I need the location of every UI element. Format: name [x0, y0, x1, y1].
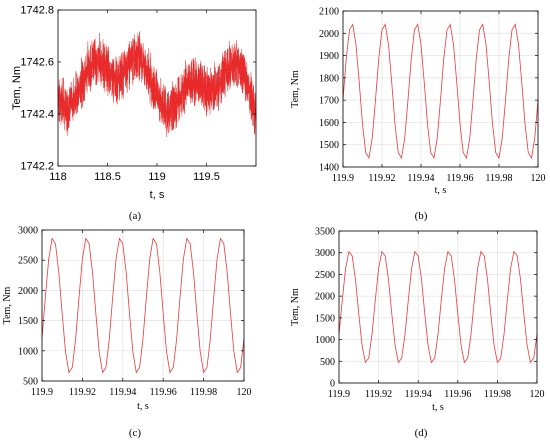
y-tick-label: 1500	[319, 140, 339, 151]
x-axis-label: t, s	[137, 401, 149, 412]
series-line	[41, 237, 245, 374]
y-tick-label: 2000	[18, 286, 38, 297]
chart-panel-b: 119.9 119.92 119.94 119.96 119.98 120 1400 1500…	[290, 7, 546, 197]
y-tick-label: 500	[23, 377, 38, 388]
x-axis-label: t, s	[150, 189, 165, 201]
y-tick-label: 1742.6	[20, 57, 54, 69]
x-tick-label: 119.92	[365, 389, 392, 400]
y-tick-label: 1000	[315, 335, 335, 346]
x-tick-label: 119.96	[446, 173, 473, 184]
axes-frame	[41, 229, 245, 382]
x-tick-label: 118	[49, 171, 67, 183]
x-tick-label: 119.94	[405, 389, 432, 400]
series-line	[57, 31, 257, 137]
y-axis-label: Tem, Nm	[2, 286, 13, 324]
axes-frame	[338, 230, 538, 384]
x-tick-label: 119.92	[69, 387, 96, 398]
x-tick-label: 119.98	[484, 389, 511, 400]
y-tick-label: 500	[320, 357, 335, 368]
x-tick-label: 119.98	[485, 173, 512, 184]
y-tick-label: 1742.4	[20, 109, 54, 121]
y-tick-label: 3000	[18, 226, 38, 237]
chart-panel-a: 118 118.5 119 119.5 1742.2 1742.4 1742.6 1742.8…	[11, 5, 257, 201]
x-tick-label: 119.98	[190, 387, 217, 398]
x-tick-label: 119.9	[31, 387, 53, 398]
x-tick-label: 119.92	[368, 173, 395, 184]
x-tick-label: 120	[237, 387, 252, 398]
x-tick-label: 119.96	[444, 389, 471, 400]
x-tick-label: 119	[148, 171, 166, 183]
series-line	[338, 250, 538, 364]
x-axis-label: t, s	[432, 402, 444, 413]
y-tick-label: 2000	[315, 292, 335, 303]
y-axis-label: Tem, Nm	[290, 70, 301, 108]
y-tick-label: 3000	[315, 248, 335, 259]
x-tick-label: 118.5	[94, 171, 121, 183]
x-tick-label: 119.96	[150, 387, 177, 398]
series-line	[342, 23, 539, 160]
axes-frame	[342, 10, 539, 168]
x-tick-label: 119.9	[328, 389, 350, 400]
x-tick-label: 119.9	[332, 173, 354, 184]
y-tick-label: 1900	[319, 51, 339, 62]
y-tick-label: 1800	[319, 73, 339, 84]
panel-label-b: (b)	[415, 210, 428, 222]
y-tick-label: 1000	[18, 346, 38, 357]
y-tick-label: 1742.2	[20, 161, 54, 173]
y-tick-label: 2500	[315, 270, 335, 281]
panel-label-a: (a)	[129, 210, 142, 222]
y-tick-label: 2000	[319, 29, 339, 40]
y-tick-label: 1400	[319, 163, 339, 174]
y-tick-label: 2100	[319, 7, 339, 18]
y-tick-label: 0	[330, 379, 335, 390]
x-tick-label: 120	[530, 389, 545, 400]
x-tick-label: 120	[531, 173, 546, 184]
panel-label-c: (c)	[129, 427, 142, 439]
y-axis-label: Tem, Nm	[290, 288, 301, 326]
y-tick-label: 3500	[315, 227, 335, 238]
y-tick-label: 2500	[18, 256, 38, 267]
x-tick-label: 119.94	[407, 173, 434, 184]
x-tick-label: 119.5	[193, 171, 220, 183]
chart-panel-c: 119.9 119.92 119.94 119.96 119.98 120 500 1000 1…	[2, 226, 252, 413]
chart-panel-d: 119.9 119.92 119.94 119.96 119.98 120 0 500 1000…	[290, 227, 545, 414]
y-tick-label: 1600	[319, 118, 339, 129]
x-axis-label: t, s	[435, 185, 447, 196]
y-tick-label: 1500	[18, 316, 38, 327]
x-tick-label: 119.94	[109, 387, 136, 398]
panel-label-d: (d)	[415, 427, 428, 439]
y-tick-label: 1742.8	[20, 5, 54, 17]
y-axis-label: Tem, Nm	[11, 66, 23, 110]
y-tick-label: 1500	[315, 313, 335, 324]
y-tick-label: 1700	[319, 96, 339, 107]
